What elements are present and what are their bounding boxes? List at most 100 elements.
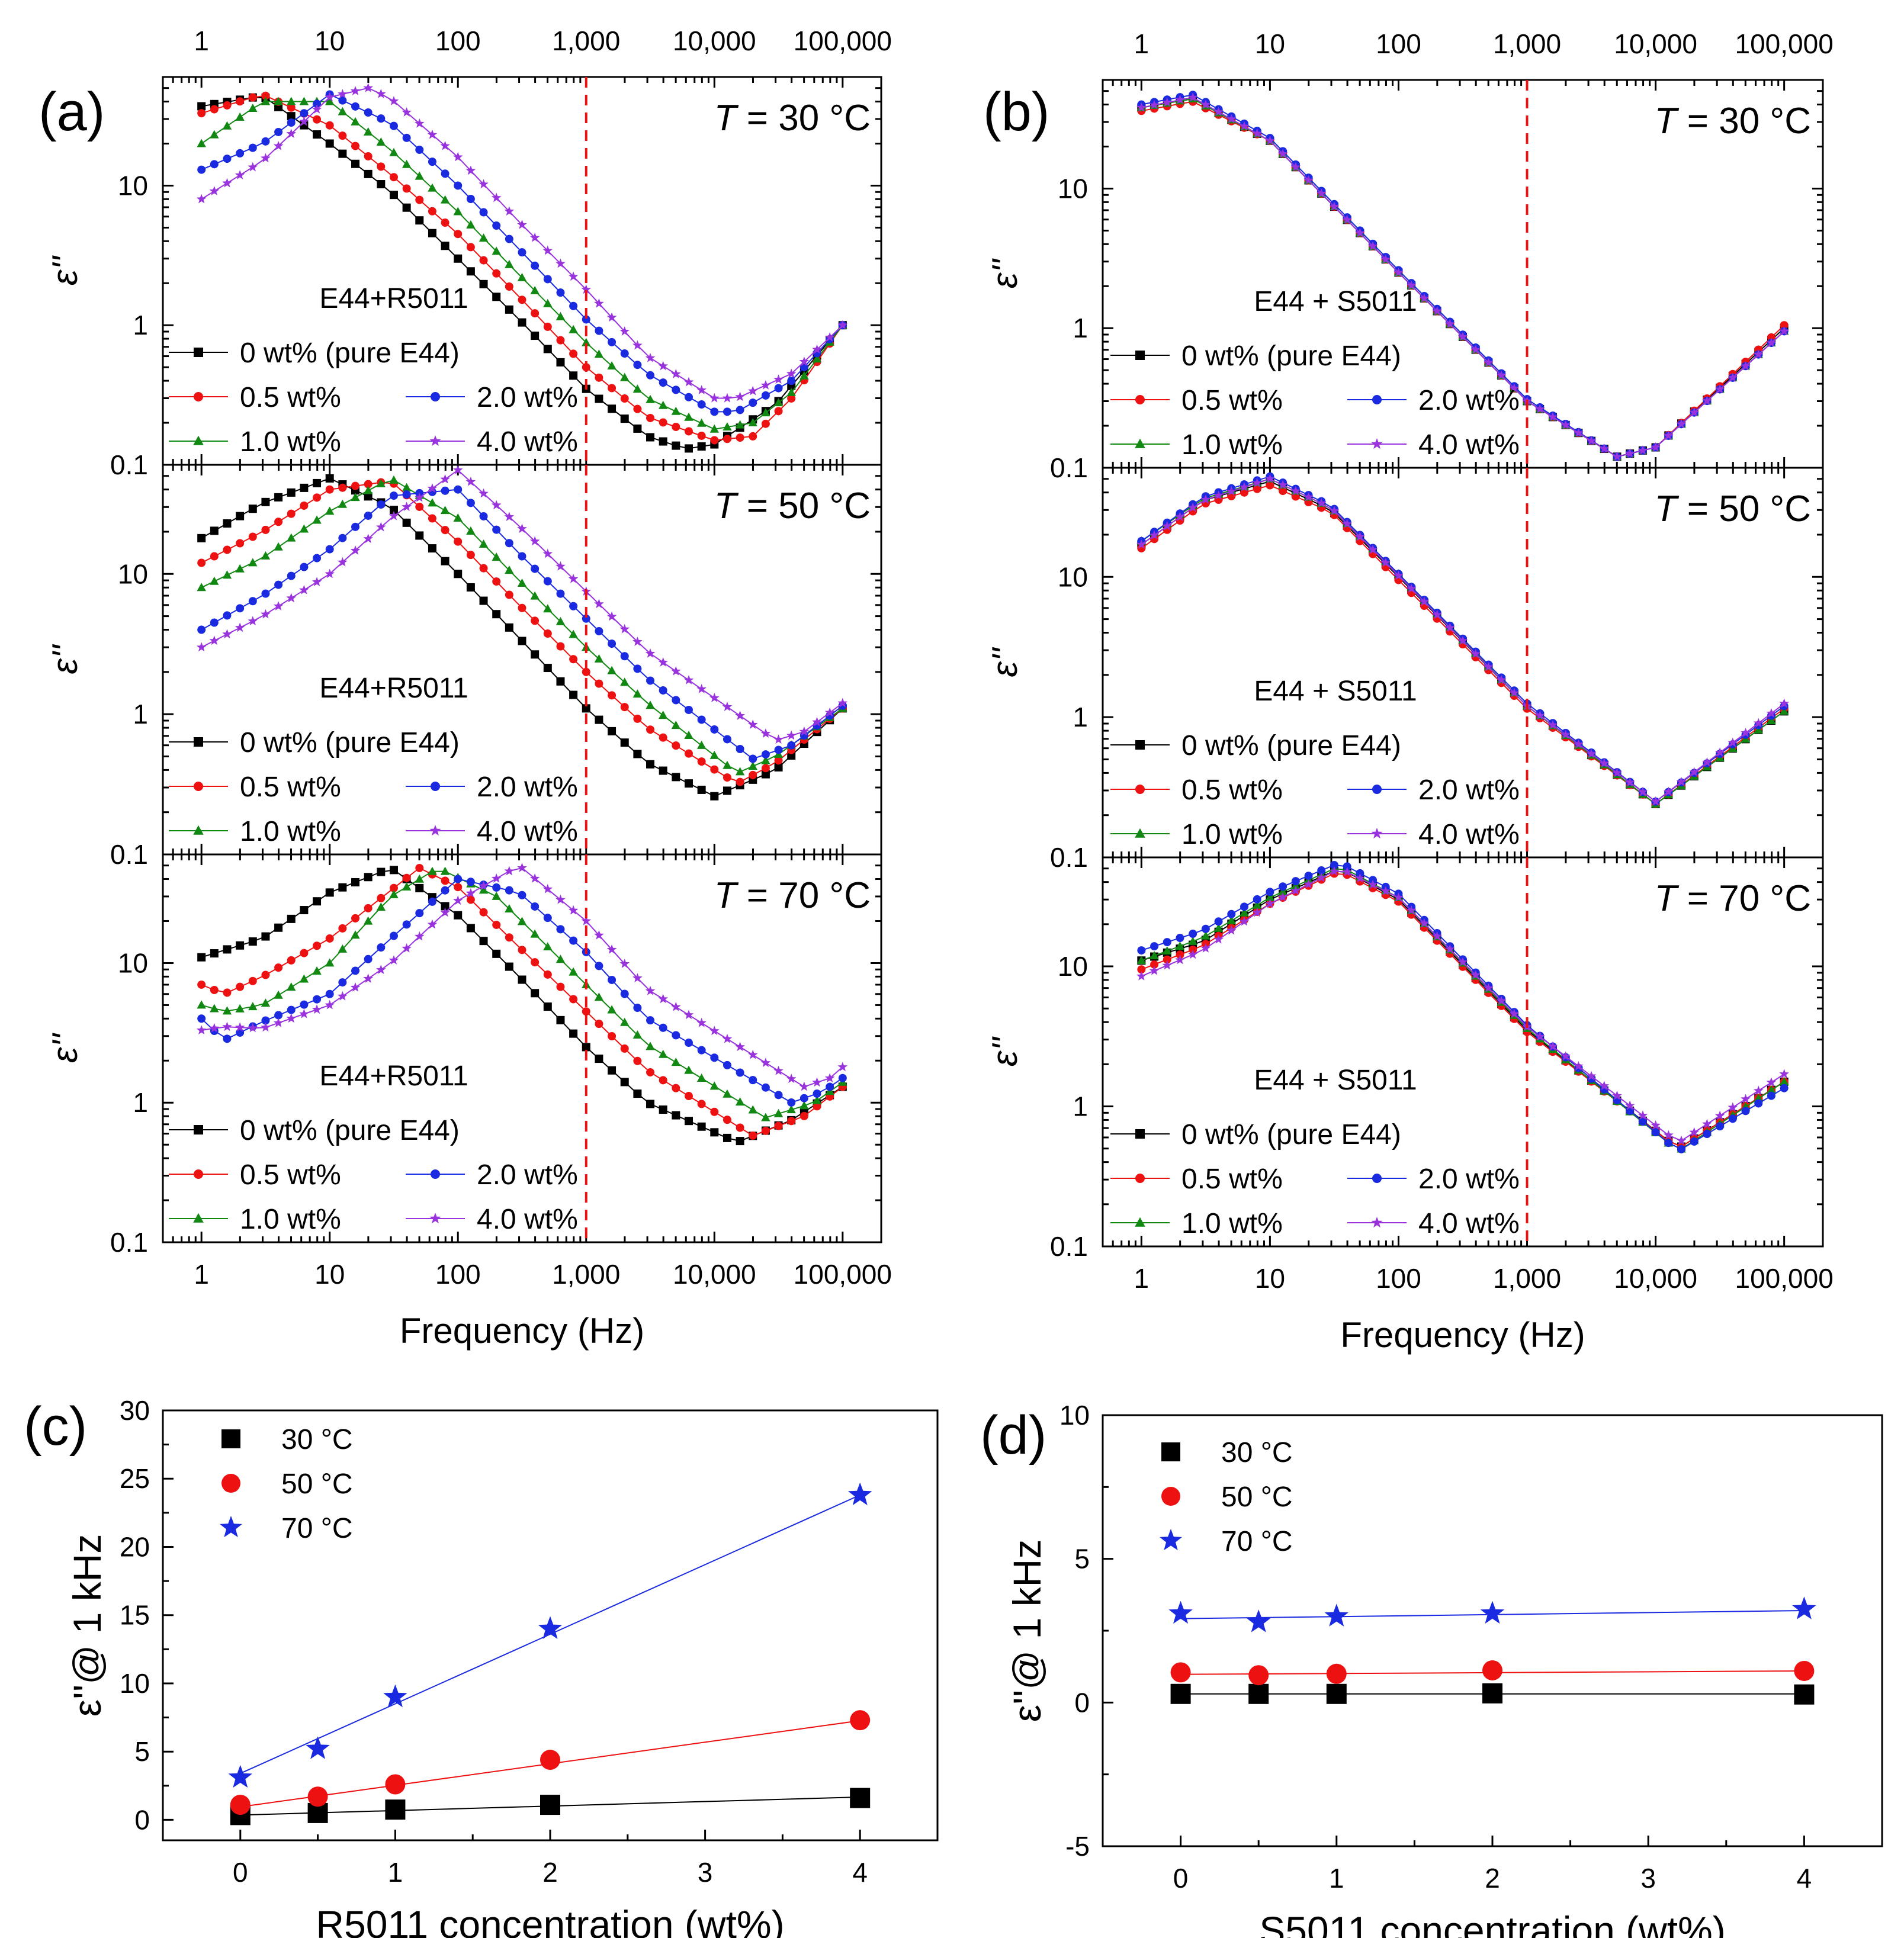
data-point: [325, 506, 335, 515]
data-point: [1342, 519, 1352, 528]
data-point: [1149, 530, 1160, 540]
legend-swatch-marker: [194, 348, 203, 357]
plot-frame: [162, 853, 882, 1243]
data-point: [1226, 486, 1237, 496]
data-point: [517, 917, 527, 925]
data-point: [812, 354, 822, 363]
data-point: [1239, 121, 1250, 131]
data-point: [415, 883, 424, 892]
data-point: [710, 1107, 719, 1116]
data-point: [645, 985, 656, 995]
data-point: [531, 564, 540, 573]
y-tick-label: 15: [120, 1600, 150, 1631]
data-point: [633, 714, 642, 723]
data-point: [248, 162, 258, 172]
data-point: [633, 1056, 642, 1065]
data-point: [351, 481, 360, 490]
data-point: [261, 589, 270, 598]
data-point: [454, 570, 463, 578]
data-point: [543, 322, 552, 331]
data-point: [1779, 1076, 1789, 1085]
data-point: [620, 372, 630, 381]
data-point: [697, 400, 706, 409]
data-point: [383, 1684, 407, 1708]
data-point: [723, 407, 731, 416]
data-point: [658, 711, 668, 719]
data-point: [313, 478, 322, 487]
data-point: [620, 349, 629, 358]
y-tick-label: 20: [120, 1531, 150, 1562]
data-point: [749, 754, 757, 763]
data-point: [684, 1117, 693, 1126]
data-point: [223, 1034, 232, 1043]
data-point: [1794, 1684, 1815, 1705]
data-point: [415, 874, 424, 883]
data-point: [377, 894, 386, 902]
data-point: [248, 143, 257, 152]
data-point: [300, 1000, 309, 1009]
data-point: [415, 531, 424, 540]
data-point: [306, 1736, 330, 1759]
temperature-value: = 30 °C: [737, 98, 871, 139]
legend-label: 4.0 wt%: [1418, 1208, 1520, 1239]
data-point: [505, 565, 514, 574]
y-tick-label: 10: [1058, 561, 1088, 592]
data-point: [492, 246, 501, 255]
data-point: [531, 309, 540, 318]
data-point: [569, 1029, 578, 1038]
data-point: [812, 1077, 822, 1087]
data-point: [607, 666, 617, 674]
data-point: [760, 1058, 771, 1068]
legend-label: 0 wt% (pure E44): [240, 727, 460, 759]
data-point: [582, 338, 591, 346]
data-point: [837, 1062, 848, 1072]
data-point: [338, 107, 348, 115]
data-point: [709, 393, 720, 403]
legend-swatch-marker: [193, 825, 204, 835]
data-point: [543, 914, 552, 923]
data-point: [402, 184, 411, 193]
data-point: [531, 650, 540, 659]
data-point: [197, 953, 206, 962]
data-point: [518, 975, 526, 984]
data-point: [606, 312, 617, 322]
data-point: [608, 384, 617, 393]
data-point: [479, 539, 489, 548]
data-point: [633, 1004, 642, 1013]
data-point: [1252, 907, 1263, 917]
legend-label: 0 wt% (pure E44): [240, 1115, 460, 1146]
data-point: [1137, 965, 1146, 974]
legend-title: E44 + S5011: [1254, 1065, 1417, 1096]
data-point: [786, 388, 796, 397]
data-point: [761, 1126, 770, 1135]
data-point: [1380, 254, 1391, 264]
legend-swatch-marker: [1135, 828, 1145, 838]
data-point: [543, 1002, 552, 1011]
legend-swatch-marker: [429, 825, 441, 836]
legend-label: 50 °C: [281, 1468, 353, 1500]
data-point: [402, 133, 411, 142]
data-point: [236, 512, 245, 520]
legend-swatch-marker: [431, 782, 440, 791]
data-point: [338, 991, 348, 1001]
data-point: [197, 165, 206, 174]
data-point: [428, 544, 436, 553]
data-point: [428, 158, 436, 166]
data-point: [683, 675, 694, 684]
data-point: [363, 533, 373, 544]
data-point: [197, 102, 206, 111]
panel-c: (c) 0 5 10 15 20 25 30 0 1 2 3 4 R5011 concentration …: [24, 1395, 939, 1938]
data-point: [300, 906, 309, 915]
legend-swatch-marker: [1135, 1129, 1145, 1139]
data-point: [556, 589, 565, 598]
data-point: [595, 679, 603, 688]
legend: E44 + S5011 0 wt% (pure E44) 0.5 wt% 2.0 wt…: [1110, 286, 1520, 461]
data-point: [261, 153, 271, 163]
data-point: [671, 666, 681, 676]
data-point: [684, 427, 693, 436]
data-point: [210, 949, 219, 958]
legend-swatch-marker: [194, 1125, 203, 1134]
data-point: [747, 385, 758, 396]
legend-swatch-marker: [1135, 351, 1145, 360]
data-point: [709, 1026, 720, 1036]
